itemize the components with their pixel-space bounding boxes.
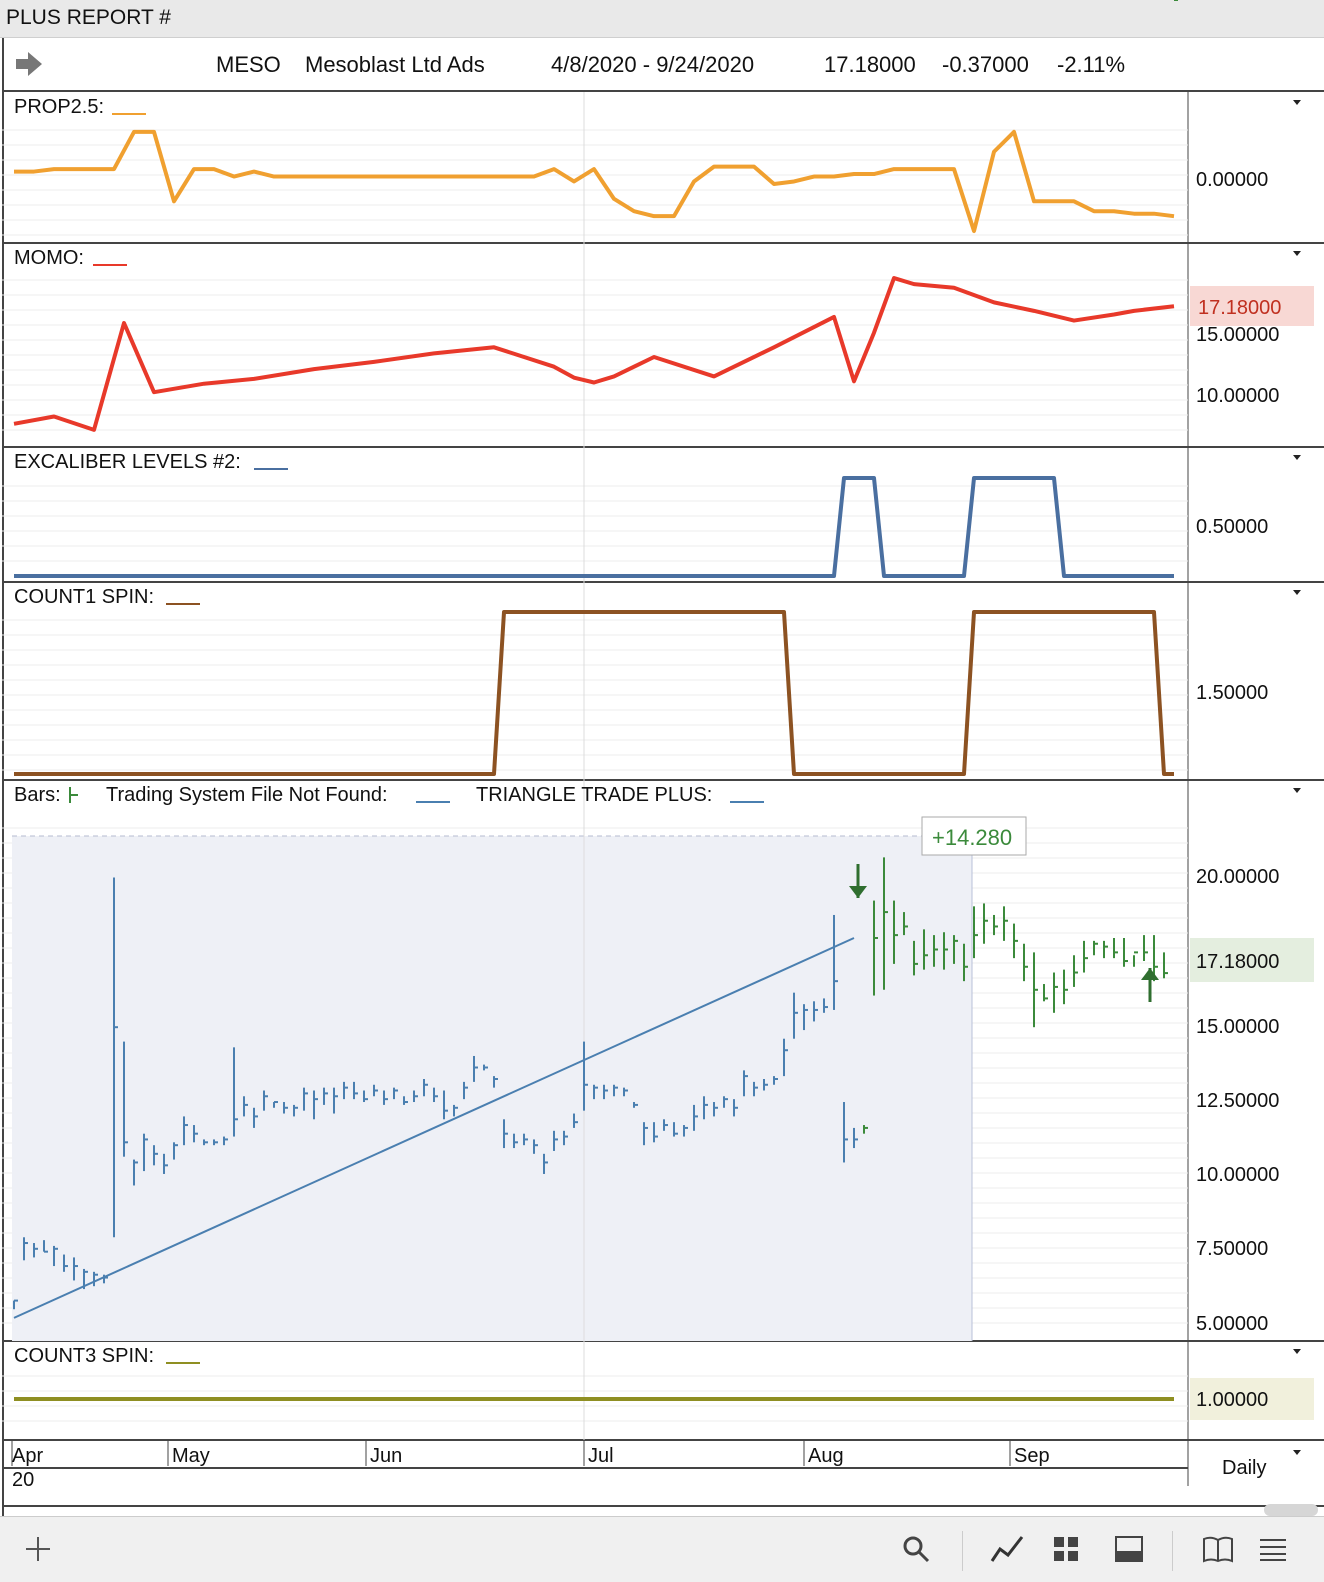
percent-change: -2.11% (1057, 52, 1126, 77)
menu-icon[interactable] (1258, 1537, 1288, 1561)
company-name: Mesoblast Ltd Ads (305, 52, 485, 77)
search-icon[interactable] (902, 1535, 930, 1563)
month-may: May (172, 1445, 210, 1467)
panel-menu-chevrons[interactable] (1293, 100, 1301, 1455)
prop-menu-chevron-icon[interactable] (1293, 100, 1301, 105)
panel-layout-icon[interactable] (1114, 1535, 1144, 1563)
momo-tick-15: 15.00000 (1196, 324, 1279, 346)
bars-label: Bars: (14, 784, 61, 806)
chart-frame: MESO Mesoblast Ltd Ads 4/8/2020 - 9/24/2… (2, 38, 1324, 1516)
grid-layout-icon[interactable] (1052, 1535, 1080, 1563)
period-label[interactable]: Daily (1222, 1457, 1266, 1479)
add-icon[interactable] (24, 1535, 52, 1563)
trend-line (13, 937, 855, 1319)
excal-tick: 0.50000 (1196, 516, 1268, 538)
entry-arrow-icon (849, 864, 867, 898)
count1-label: COUNT1 SPIN: (14, 586, 154, 608)
year-label: 20 (12, 1469, 34, 1491)
arrow-head (849, 886, 867, 898)
panel-borders (2, 242, 1324, 1507)
price-badge-bg (1190, 938, 1314, 982)
prop-tick: 0.00000 (1196, 169, 1268, 191)
price-tick-last: 17.18000 (1196, 951, 1279, 973)
price-tick-20: 20.00000 (1196, 866, 1279, 888)
count3-tick: 1.00000 (1196, 1389, 1268, 1411)
price-tick-10: 10.00000 (1196, 1164, 1279, 1186)
trade-region (12, 836, 972, 1341)
period-menu-chevron-icon[interactable] (1293, 1450, 1301, 1455)
momo-badge-bg (1190, 286, 1314, 326)
momo-series-line (13, 276, 1175, 432)
price-bars (13, 0, 1178, 1310)
excal-series-line (14, 476, 1174, 578)
count1-tick: 1.50000 (1196, 682, 1268, 704)
trade-label-box (921, 816, 1027, 856)
toolbar-separator (1172, 1531, 1173, 1571)
exit-arrow-icon (1141, 968, 1159, 1002)
date-range: 4/8/2020 - 9/24/2020 (551, 52, 755, 77)
momo-label: MOMO: (14, 247, 84, 269)
count1-menu-chevron-icon[interactable] (1293, 590, 1301, 595)
price-tick-15: 15.00000 (1196, 1016, 1279, 1038)
excal-menu-chevron-icon[interactable] (1293, 455, 1301, 460)
trade-label: +14.280 (932, 825, 1012, 850)
quote-header: MESO Mesoblast Ltd Ads 4/8/2020 - 9/24/2… (4, 38, 1324, 92)
momo-badge: 17.18000 (1198, 297, 1281, 319)
momo-tick-10: 10.00000 (1196, 385, 1279, 407)
book-icon[interactable] (1202, 1535, 1234, 1563)
count3-menu-chevron-icon[interactable] (1293, 1349, 1301, 1354)
system-label: Trading System File Not Found: (106, 784, 388, 806)
toolbar-separator (962, 1531, 963, 1571)
excal-label: EXCALIBER LEVELS #2: (14, 451, 241, 473)
line-chart-icon[interactable] (990, 1535, 1024, 1563)
price-tick-7: 7.50000 (1196, 1238, 1268, 1260)
x-axis (11, 1440, 1011, 1466)
symbol: MESO (216, 52, 281, 77)
prop-label: PROP2.5: (14, 96, 104, 118)
month-jun: Jun (370, 1445, 402, 1467)
month-jul: Jul (588, 1445, 614, 1467)
month-sep: Sep (1014, 1445, 1050, 1467)
chart-canvas[interactable]: +14.280 17.18000 PROP2.5: MOMO: EXCALIBE… (0, 0, 1324, 1516)
month-aug: Aug (808, 1445, 844, 1467)
triangle-label: TRIANGLE TRADE PLUS: (476, 784, 712, 806)
price-tick-12: 12.50000 (1196, 1090, 1279, 1112)
price-menu-chevron-icon[interactable] (1293, 788, 1301, 793)
count1-series-line (14, 610, 1174, 776)
prop-series-line (14, 129, 1175, 234)
count3-label: COUNT3 SPIN: (14, 1345, 154, 1367)
window-title: PLUS REPORT # (6, 6, 171, 29)
price-tick-5: 5.00000 (1196, 1313, 1268, 1335)
horizontal-scrollbar-thumb[interactable] (1264, 1504, 1318, 1516)
count3-badge-bg (1190, 1378, 1314, 1420)
arrow-right-icon[interactable] (14, 50, 44, 78)
arrow-head (1141, 968, 1159, 980)
last-price: 17.18000 (824, 52, 916, 77)
month-apr: Apr (12, 1445, 43, 1467)
bottom-toolbar (0, 1516, 1324, 1582)
momo-menu-chevron-icon[interactable] (1293, 251, 1301, 256)
title-bar: PLUS REPORT # (0, 0, 1324, 38)
price-change: -0.37000 (942, 52, 1029, 77)
